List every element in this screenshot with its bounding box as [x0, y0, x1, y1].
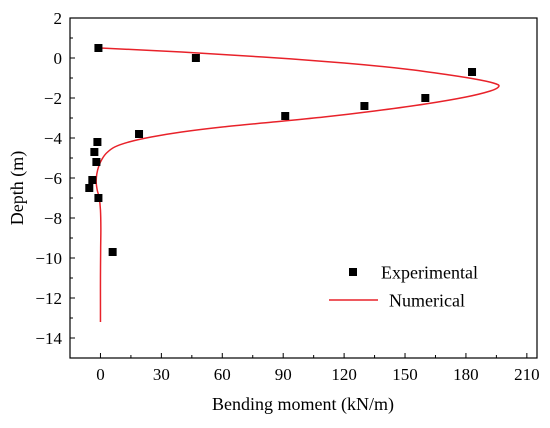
y-tick-label: −8 [44, 209, 62, 228]
legend: Experimental Numerical [329, 263, 478, 311]
experimental-point [191, 54, 200, 62]
experimental-point [135, 130, 144, 138]
experimental-point [360, 102, 369, 110]
y-axis-title: Depth (m) [7, 151, 28, 225]
legend-label-numerical: Numerical [389, 291, 465, 311]
y-tick-label: −2 [44, 89, 62, 108]
plot-frame [69, 17, 538, 359]
x-tick-label: 60 [214, 365, 231, 384]
x-tick-label: 90 [275, 365, 292, 384]
experimental-point [90, 148, 99, 156]
experimental-point [468, 68, 477, 76]
experimental-point [85, 184, 94, 192]
experimental-point [94, 44, 103, 52]
x-tick-label: 180 [453, 365, 479, 384]
y-tick-label: −10 [35, 249, 62, 268]
legend-marker-experimental [349, 268, 357, 276]
x-axis-title: Bending moment (kN/m) [212, 394, 394, 415]
experimental-point [281, 112, 290, 120]
x-tick-label: 120 [331, 365, 357, 384]
series-numerical [95, 47, 500, 322]
y-tick-label: 2 [54, 9, 63, 28]
y-tick-label: −4 [44, 129, 63, 148]
experimental-point [94, 194, 103, 202]
experimental-point [108, 248, 117, 256]
legend-label-experimental: Experimental [381, 263, 478, 283]
y-tick-label: −14 [35, 329, 62, 348]
numerical-curve [95, 47, 500, 322]
x-tick-label: 0 [96, 365, 105, 384]
x-tick-label: 210 [514, 365, 540, 384]
y-tick-label: 0 [54, 49, 63, 68]
experimental-point [92, 158, 101, 166]
y-tick-label: −12 [35, 289, 62, 308]
y-tick-label: −6 [44, 169, 62, 188]
axis-ticks: 0 30 60 90 120 150 180 210 2 0 −2 −4 −6 −8 −10 −12 −14 [35, 9, 539, 384]
series-experimental [85, 44, 477, 256]
x-tick-label: 150 [392, 365, 418, 384]
experimental-point [93, 138, 102, 146]
x-tick-label: 30 [153, 365, 170, 384]
experimental-point [421, 94, 430, 102]
experimental-point [88, 176, 97, 184]
